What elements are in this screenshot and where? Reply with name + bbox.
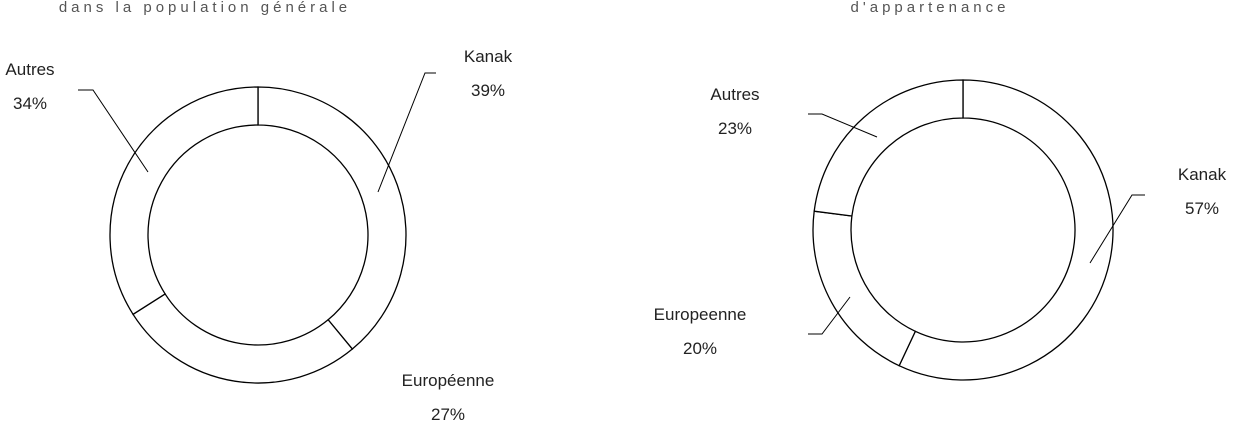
value-label: 57%: [1185, 199, 1219, 218]
segment-label: Kanak: [1178, 165, 1227, 184]
segment-label: Européenne: [402, 371, 495, 390]
segment-label: Autres: [710, 85, 759, 104]
value-label: 39%: [471, 81, 505, 100]
donut-segment: [813, 79, 964, 217]
value-label: 27%: [431, 405, 465, 424]
donut-segment: [812, 210, 917, 367]
value-label: 23%: [718, 119, 752, 138]
leader-line: [377, 72, 436, 193]
segment-label: Autres: [5, 60, 54, 79]
donut-segment: [257, 86, 407, 350]
donut-segment: [109, 86, 259, 316]
chart-title: d'appartenance: [851, 0, 1010, 16]
donut-segment: [898, 79, 1114, 381]
leader-line: [78, 89, 149, 173]
leader-line: [1089, 194, 1145, 264]
donut-segment: [132, 293, 354, 384]
value-label: 20%: [683, 339, 717, 358]
leader-line: [808, 296, 851, 335]
value-label: 34%: [13, 94, 47, 113]
leader-line: [808, 113, 878, 138]
segment-label: Europeenne: [654, 305, 747, 324]
segment-label: Kanak: [464, 47, 513, 66]
chart-title: dans la population générale: [59, 0, 351, 16]
